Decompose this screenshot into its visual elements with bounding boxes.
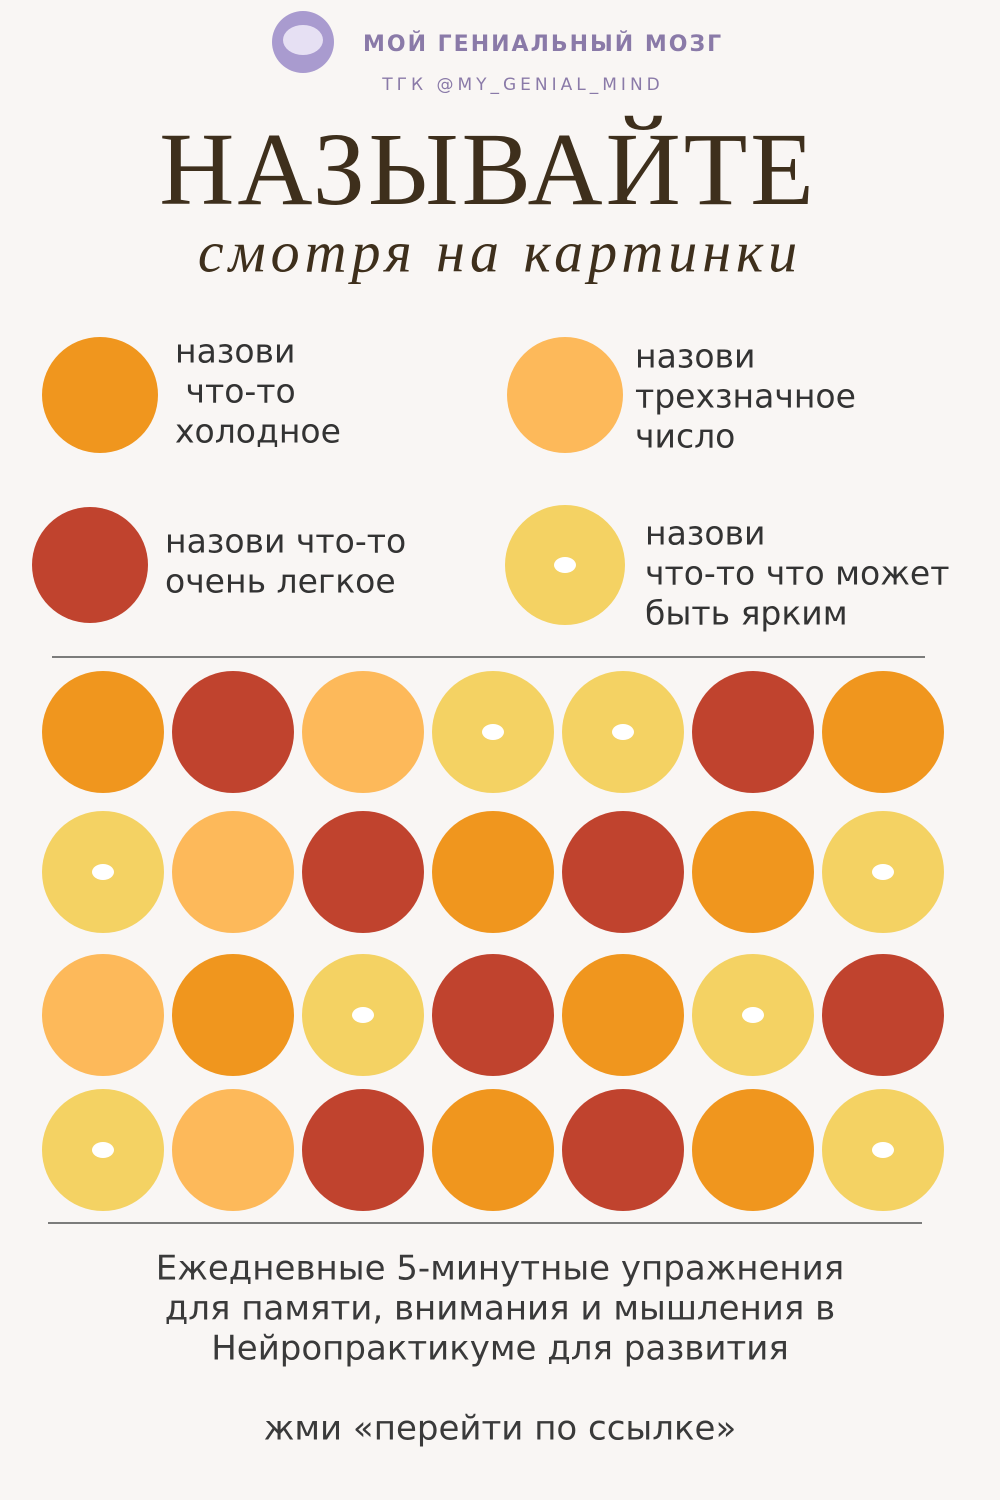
- footer-text: Ежедневные 5-минутные упражнения: [156, 1249, 844, 1289]
- legend-text: число: [635, 417, 735, 456]
- dot: [822, 954, 944, 1076]
- legend-text: очень легкое: [165, 562, 396, 601]
- legend-text: что-то что может: [645, 554, 949, 593]
- footer-text: для памяти, внимания и мышления в: [165, 1289, 835, 1329]
- dot: [172, 671, 294, 793]
- dot-hole: [92, 1142, 114, 1158]
- brand: МОЙ ГЕНИАЛЬНЫЙ МОЗГ: [363, 31, 723, 57]
- dot: [302, 671, 424, 793]
- dot: [42, 671, 164, 793]
- legend-text: назови: [645, 514, 765, 553]
- dot-hole: [482, 724, 504, 740]
- legend-text: трехзначное: [635, 377, 856, 416]
- dot: [432, 954, 554, 1076]
- dot-hole: [352, 1007, 374, 1023]
- legend-text: назови что-то: [165, 522, 406, 561]
- dot: [42, 954, 164, 1076]
- dot-hole: [612, 724, 634, 740]
- dot-hole: [872, 1142, 894, 1158]
- dot: [507, 337, 623, 453]
- dot: [692, 811, 814, 933]
- handle: ТГК @MY_GENIAL_MIND: [381, 75, 664, 95]
- dot: [172, 811, 294, 933]
- dot: [302, 1089, 424, 1211]
- legend-text: быть ярким: [645, 594, 848, 633]
- dot: [692, 671, 814, 793]
- dot: [432, 1089, 554, 1211]
- dot-hole: [872, 864, 894, 880]
- dot-hole: [92, 864, 114, 880]
- legend-text: назови: [175, 332, 295, 371]
- dot: [562, 954, 684, 1076]
- dot: [692, 1089, 814, 1211]
- dot: [172, 1089, 294, 1211]
- dot: [562, 811, 684, 933]
- legend-text: что-то: [175, 372, 296, 411]
- footer-text: Нейропрактикуме для развития: [211, 1329, 789, 1369]
- dot: [302, 811, 424, 933]
- dot: [822, 671, 944, 793]
- dot: [172, 954, 294, 1076]
- dot: [432, 811, 554, 933]
- dot: [42, 337, 158, 453]
- legend-text: назови: [635, 337, 755, 376]
- cta: жми «перейти по ссылке»: [264, 1409, 737, 1449]
- dot: [562, 1089, 684, 1211]
- legend-text: холодное: [175, 412, 341, 451]
- subtitle: смотря на картинки: [198, 219, 802, 284]
- dot: [32, 507, 148, 623]
- dot-hole: [742, 1007, 764, 1023]
- title: НАЗЫВАЙТЕ: [159, 112, 817, 227]
- logo-brain: [283, 25, 323, 55]
- dot-hole: [554, 557, 576, 573]
